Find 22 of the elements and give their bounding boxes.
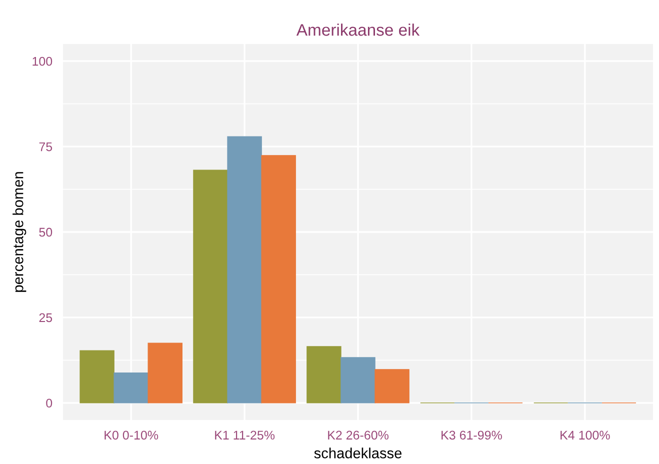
chart-title: Amerikaanse eik [296,24,420,36]
bar [340,357,376,404]
y-tick-label: 100 [32,56,52,66]
x-tick-label: K1 11-25% [215,430,275,440]
bar [80,350,114,404]
bar [227,136,262,404]
bar [193,170,228,404]
bar [374,369,410,404]
bar [148,342,182,404]
x-tick-label: K3 61-99% [442,430,502,440]
y-tick-label: 75 [39,142,52,152]
bar [114,372,148,404]
y-tick-label: 25 [39,313,52,322]
x-tick-label: K0 0-10% [104,430,158,440]
y-tick-label: 50 [39,228,52,237]
y-axis-title: percentage bomen [12,172,26,292]
x-tick-label: K2 26-60% [328,430,388,440]
bar [261,155,296,404]
x-axis-title: schadeklasse [314,448,402,458]
y-tick-label: 0 [46,398,52,408]
x-tick-label: K4 100% [560,430,610,440]
bar [306,346,342,404]
